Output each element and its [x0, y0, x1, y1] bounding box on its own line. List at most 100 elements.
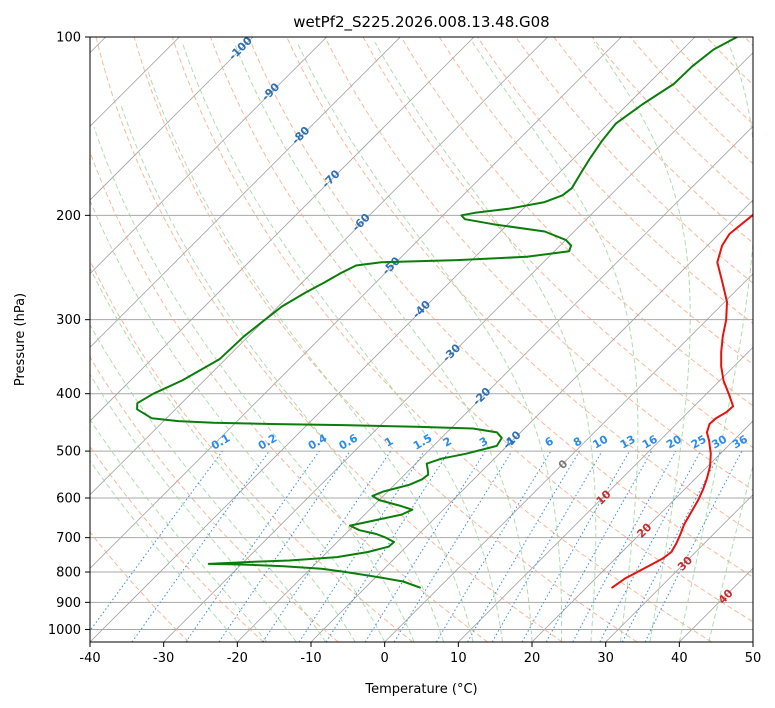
dry-adiabat: [744, 37, 753, 47]
isotherm-label: -60: [350, 211, 373, 234]
y-tick-label: 400: [56, 387, 81, 402]
dry-adiabat: [553, 37, 753, 244]
mixing-ratio-label: 0.1: [209, 432, 232, 453]
moist-adiabat: [147, 70, 474, 642]
temperature-profile-line: [611, 213, 753, 589]
dry-adiabat: [324, 37, 753, 491]
moist-adiabat: [678, 41, 753, 642]
mixing-ratio-line: [325, 450, 450, 642]
x-tick-label: 30: [597, 651, 614, 666]
x-tick-label: -40: [79, 651, 100, 666]
mixing-ratio-label: 1: [382, 435, 395, 450]
dry-adiabat: [90, 531, 190, 642]
x-tick-label: -20: [227, 651, 248, 666]
y-tick-label: 1000: [48, 623, 81, 638]
y-tick-label: 500: [56, 445, 81, 460]
moist-adiabat: [90, 267, 356, 642]
x-tick-label: 20: [524, 651, 541, 666]
reference-lines: [90, 37, 753, 642]
y-tick-label: 300: [56, 313, 81, 328]
mixing-ratio-label: 8: [571, 435, 584, 450]
isotherm-line: [90, 37, 548, 496]
x-axis: -40 -30 -20 -10 0 10 20 30 40 50: [79, 642, 761, 666]
dry-adiabat: [90, 356, 339, 642]
mixing-ratio-line: [521, 450, 630, 642]
isotherm-label: -20: [470, 385, 493, 408]
profiles: [136, 37, 753, 589]
dry-adiabat: [90, 259, 414, 642]
x-tick-label: -10: [300, 651, 321, 666]
isotherm-label: 40: [716, 586, 736, 606]
isotherm-label: 0: [556, 457, 571, 472]
x-tick-label: 40: [671, 651, 688, 666]
x-tick-label: 0: [381, 651, 389, 666]
isotherm-line: [90, 37, 254, 201]
isotherm-line: [310, 199, 753, 642]
mixing-ratio-label: 0.2: [256, 432, 279, 453]
mixing-ratio-line: [393, 450, 513, 642]
isotherm-line: [90, 37, 696, 642]
moist-adiabat: [93, 127, 415, 642]
mixing-ratio-label: 36: [730, 432, 750, 451]
isotherm-line: [605, 494, 753, 642]
dry-adiabat: [362, 37, 753, 449]
mixing-ratio-label: 20: [664, 432, 684, 451]
mixing-ratio-line: [185, 450, 320, 642]
mixing-ratio-line: [599, 450, 701, 642]
moist-adiabat: [181, 41, 503, 642]
dry-adiabat: [591, 37, 753, 204]
y-tick-label: 900: [56, 596, 81, 611]
isotherm-line: [752, 641, 753, 642]
moist-adiabat: [90, 418, 268, 642]
isotherm-label: -30: [440, 341, 463, 364]
isotherm-label: -100: [226, 34, 255, 63]
y-tick-label: 200: [56, 209, 81, 224]
y-tick-label: 100: [56, 31, 81, 46]
moist-adiabat: [708, 464, 753, 642]
moist-adiabat: [472, 41, 639, 642]
dry-adiabat: [90, 445, 264, 642]
moist-adiabat: [90, 460, 238, 642]
moist-adiabat: [233, 41, 533, 642]
chart-title: wetPf2_S225.2026.008.13.48.G08: [293, 13, 549, 32]
y-axis-label: Pressure (hPa): [13, 293, 28, 386]
dry-adiabat: [629, 37, 753, 165]
moist-adiabat: [374, 41, 597, 642]
moist-adiabat: [120, 104, 445, 642]
isotherm-label: -70: [319, 167, 342, 190]
isotherm-line: [679, 567, 753, 642]
dry-adiabat: [477, 37, 753, 325]
mixing-ratio-label: 16: [640, 432, 660, 451]
dry-adiabat: [171, 37, 712, 642]
moist-adiabat: [593, 41, 691, 642]
isotherm-label: -10: [500, 428, 523, 451]
dry-adiabat: [248, 37, 753, 578]
isotherm-line: [458, 346, 753, 642]
dry-adiabat: [95, 37, 563, 642]
y-tick-label: 700: [56, 531, 81, 546]
mixing-ratio-line: [435, 450, 552, 642]
moist-adiabat: [90, 323, 327, 642]
mixing-ratio-line: [572, 450, 677, 642]
isotherm-line: [90, 37, 327, 275]
isotherm-label: -50: [380, 254, 403, 277]
mixing-ratio-label: 30: [709, 432, 729, 451]
mixing-ratio-label: 6: [543, 434, 556, 449]
mixing-ratio-line: [545, 450, 653, 642]
isotherm-line: [163, 52, 753, 642]
plot-frame: [89, 36, 754, 643]
mixing-ratio-line: [131, 450, 270, 642]
dry-adiabat: [90, 150, 488, 642]
dry-adiabat: [400, 37, 753, 407]
x-axis-label: Temperature (°C): [364, 682, 477, 697]
mixing-ratio-line: [644, 450, 743, 642]
mixing-ratio-label: 0.4: [306, 431, 330, 452]
mixing-ratio-line: [467, 450, 580, 642]
mixing-ratio-label: 10: [590, 432, 610, 451]
isotherm-line: [90, 37, 622, 569]
isotherm-label: -40: [410, 298, 433, 321]
mixing-ratio-line: [262, 450, 392, 642]
x-tick-label: 50: [745, 651, 762, 666]
x-tick-label: 10: [450, 651, 467, 666]
